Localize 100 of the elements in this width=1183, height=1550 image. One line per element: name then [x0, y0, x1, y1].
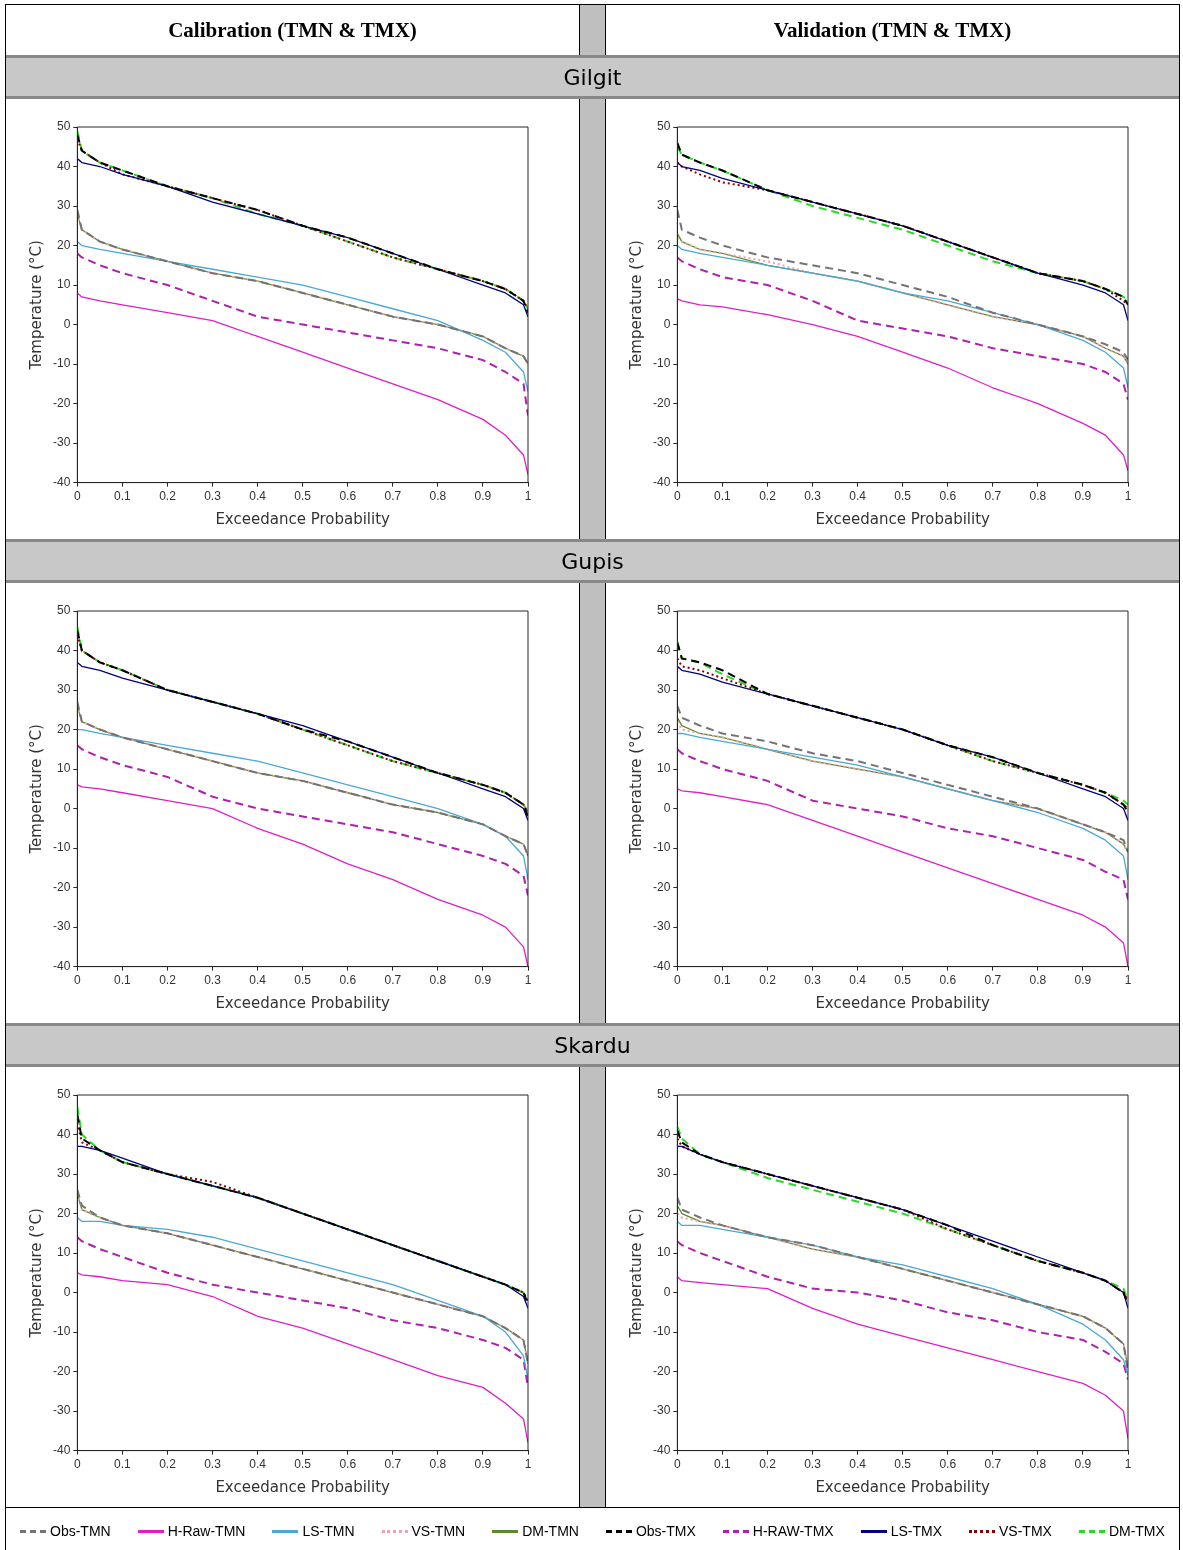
x-tick-label: 0.7 [384, 489, 402, 504]
x-tick-label: 0.9 [474, 1457, 492, 1472]
x-tick-label: 0 [74, 1457, 81, 1472]
y-tick-label: -10 [53, 840, 71, 855]
x-tick-label: 0.5 [894, 1457, 912, 1472]
x-tick-label: 1 [1124, 973, 1132, 988]
y-tick-label: -20 [53, 1363, 71, 1378]
y-tick-label: -40 [53, 474, 71, 489]
y-tick-label: 50 [656, 1087, 671, 1102]
x-tick-label: 0 [674, 489, 681, 504]
y-tick-label: -20 [53, 395, 71, 410]
x-tick-label: 0.2 [159, 1457, 177, 1472]
x-tick-label: 0.3 [804, 1457, 822, 1472]
y-tick-label: -20 [653, 395, 671, 410]
y-tick-label: -10 [653, 1324, 671, 1339]
x-tick-label: 0.3 [204, 1457, 222, 1472]
y-tick-label: -30 [653, 919, 671, 934]
y-tick-label: 50 [656, 119, 671, 134]
y-tick-label: -30 [53, 919, 71, 934]
x-tick-label: 0.6 [339, 489, 357, 504]
y-tick-label: 0 [63, 800, 71, 815]
y-axis-title: Temperature (°C) [626, 1208, 645, 1339]
y-tick-label: 30 [56, 198, 71, 213]
x-axis-title: Exceedance Probability [215, 1477, 391, 1496]
x-axis-title: Exceedance Probability [215, 993, 391, 1012]
x-tick-label: 0.6 [939, 973, 957, 988]
x-tick-label: 0.7 [384, 1457, 402, 1472]
y-tick-label: 0 [663, 316, 671, 331]
chart-title: Validation (TMN & TMX) [772, 16, 1013, 44]
y-tick-label: 40 [656, 158, 671, 173]
y-tick-label: 10 [56, 277, 71, 292]
x-tick-label: 0.2 [159, 973, 177, 988]
x-tick-label: 0.4 [249, 1457, 267, 1472]
y-tick-label: -20 [53, 879, 71, 894]
x-tick-label: 0.8 [1029, 489, 1047, 504]
x-tick-label: 0.8 [429, 489, 447, 504]
legend-label: LS-TMN [302, 1523, 355, 1539]
y-tick-label: 50 [656, 603, 671, 618]
y-tick-label: -20 [653, 1363, 671, 1378]
y-tick-label: -40 [653, 1442, 671, 1457]
y-tick-label: 0 [63, 316, 71, 331]
x-tick-label: 0.9 [474, 489, 492, 504]
x-tick-label: 0.5 [894, 973, 912, 988]
y-tick-label: 10 [656, 1245, 671, 1260]
y-tick-label: -30 [653, 1403, 671, 1418]
legend-label: LS-TMX [890, 1523, 943, 1539]
y-tick-label: -30 [53, 1403, 71, 1418]
y-tick-label: 10 [56, 1245, 71, 1260]
y-tick-label: -10 [653, 356, 671, 371]
x-tick-label: 0.9 [1074, 489, 1092, 504]
y-tick-label: -40 [653, 958, 671, 973]
y-tick-label: 20 [56, 1205, 71, 1220]
y-tick-label: 10 [656, 761, 671, 776]
y-tick-label: 40 [656, 642, 671, 657]
x-tick-label: 1 [1124, 1457, 1132, 1472]
x-tick-label: 0.6 [339, 973, 357, 988]
y-axis-title: Temperature (°C) [26, 1208, 45, 1339]
x-tick-label: 0.4 [849, 489, 867, 504]
y-tick-label: 40 [656, 1126, 671, 1141]
x-tick-label: 0.6 [339, 1457, 357, 1472]
y-tick-label: -40 [53, 1442, 71, 1457]
x-tick-label: 0.5 [294, 1457, 312, 1472]
y-tick-label: -20 [653, 879, 671, 894]
x-tick-label: 0.4 [849, 973, 867, 988]
y-tick-label: 50 [56, 119, 71, 134]
x-tick-label: 0.1 [114, 489, 132, 504]
y-tick-label: 30 [656, 682, 671, 697]
y-tick-label: 10 [656, 277, 671, 292]
legend-label: H-RAW-TMX [752, 1523, 834, 1539]
x-tick-label: 0.2 [159, 489, 177, 504]
x-tick-label: 0.3 [204, 973, 222, 988]
x-tick-label: 0.9 [1074, 973, 1092, 988]
y-tick-label: 40 [56, 158, 71, 173]
x-tick-label: 0.4 [249, 973, 267, 988]
y-tick-label: 20 [656, 721, 671, 736]
y-tick-label: 30 [56, 682, 71, 697]
y-tick-label: 40 [56, 642, 71, 657]
x-tick-label: 0.9 [474, 973, 492, 988]
y-tick-label: 30 [56, 1166, 71, 1181]
x-axis-title: Exceedance Probability [815, 1477, 991, 1496]
y-tick-label: 30 [656, 198, 671, 213]
line-series [677, 208, 1128, 362]
y-tick-label: -40 [653, 474, 671, 489]
x-tick-label: 0 [74, 973, 81, 988]
x-tick-label: 0.4 [249, 489, 267, 504]
y-axis-title: Temperature (°C) [26, 724, 45, 855]
x-axis-title: Exceedance Probability [815, 993, 991, 1012]
x-tick-label: 0.5 [894, 489, 912, 504]
x-axis-title: Exceedance Probability [215, 509, 391, 528]
x-tick-label: 0.9 [1074, 1457, 1092, 1472]
x-tick-label: 0.8 [1029, 1457, 1047, 1472]
x-axis-title: Exceedance Probability [815, 509, 991, 528]
y-axis-title: Temperature (°C) [626, 724, 645, 855]
x-tick-label: 0.7 [984, 489, 1002, 504]
x-tick-label: 0.7 [384, 973, 402, 988]
legend-label: DM-TMN [522, 1523, 579, 1539]
x-tick-label: 0.7 [984, 1457, 1002, 1472]
x-tick-label: 0.1 [714, 489, 732, 504]
y-tick-label: 20 [656, 1205, 671, 1220]
x-tick-label: 1 [524, 489, 532, 504]
